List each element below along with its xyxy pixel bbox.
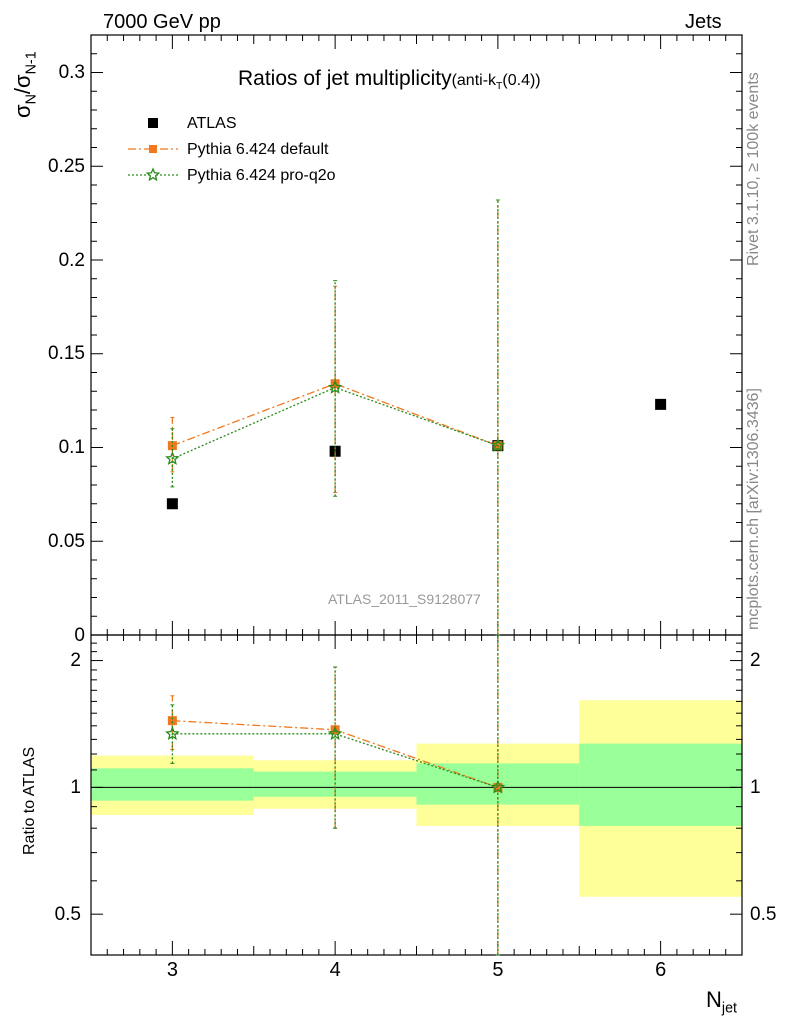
pythia-proq2o-ratio-point	[490, 779, 506, 794]
xlabel-main: N	[706, 987, 722, 1012]
xlabel-sub: jet	[721, 1000, 737, 1017]
pythia-proq2o-main-point	[490, 437, 506, 452]
title-suffix-sub: T	[496, 81, 503, 93]
header-right: Jets	[685, 11, 722, 33]
uncertainty-band-inner-0	[91, 768, 254, 801]
main-ytick-label: 0.2	[58, 249, 85, 271]
title-suffix-b: (0.4))	[502, 72, 541, 89]
main-y-axis-label: σN/σN-1	[10, 51, 40, 118]
title-suffix-a: (anti-k	[451, 72, 497, 89]
legend-marker-default	[149, 145, 157, 153]
rivet-version-text: Rivet 3.1.10, ≥ 100k events	[745, 72, 762, 266]
legend-marker-atlas	[148, 118, 158, 128]
main-ytick-label: 0.25	[48, 155, 85, 177]
x-axis-label: Njet	[706, 989, 737, 1016]
uncertainty-band-inner-3	[579, 743, 742, 826]
legend-label-atlas: ATLAS	[187, 115, 237, 132]
pythia-default-ratio-point	[493, 782, 503, 792]
ratio-ytick-label-left: 2	[70, 650, 81, 672]
pythia-proq2o-main-point	[165, 451, 180, 466]
x-tick-label: 4	[329, 959, 341, 981]
pythia-default-ratio-point	[330, 725, 340, 735]
ratio-bands	[91, 700, 742, 897]
legend-marker-proq2o	[145, 167, 161, 182]
ylabel-sigma1: σ	[10, 104, 35, 118]
pythia-default-ratio-point	[167, 716, 177, 726]
atlas-data-point	[166, 498, 178, 510]
main-ytick-label: 0.1	[58, 437, 85, 458]
ylabel-sub1: N	[23, 94, 40, 105]
main-ytick-label: 0	[74, 624, 85, 646]
mcplots-reference-text: mcplots.cern.ch [arXiv:1306.3436]	[745, 388, 762, 630]
x-tick-label: 6	[655, 959, 667, 981]
main-ytick-label: 0.05	[48, 530, 85, 552]
main-ytick-label: 0.3	[58, 62, 85, 83]
pythia-proq2o-ratio-point	[327, 726, 343, 741]
chart-title: Ratios of jet multiplicity(anti-kT(0.4))	[238, 68, 541, 93]
pythia-proq2o-main-point	[327, 379, 343, 394]
ratio-ytick-label-left: 0.5	[54, 903, 81, 925]
legend-label-proq2o: Pythia 6.424 pro-q2o	[187, 167, 336, 184]
ratio-ytick-label-right: 1	[750, 776, 761, 798]
header-left: 7000 GeV pp	[103, 11, 221, 33]
ratio-y-axis-label: Ratio to ATLAS	[21, 746, 38, 855]
ratio-plot-frame	[90, 634, 743, 956]
ylabel-sub2: N-1	[23, 51, 40, 75]
chart-title-main: Ratios of jet multiplicity	[238, 67, 452, 90]
atlas-data-point	[655, 398, 667, 410]
legend	[128, 118, 178, 182]
pythia-default-main-line	[172, 383, 499, 447]
pythia-proq2o-ratio-line	[172, 733, 499, 788]
analysis-label: ATLAS_2011_S9128077	[328, 591, 481, 607]
pythia-proq2o-ratio-point	[165, 726, 180, 741]
legend-label-default: Pythia 6.424 default	[187, 141, 329, 158]
chart-title-suffix: (anti-kT(0.4))	[451, 72, 541, 93]
x-tick-label: 5	[492, 959, 504, 981]
x-tick-label: 3	[166, 959, 178, 981]
main-ytick-label: 0.15	[48, 343, 85, 365]
ylabel-mid: /σ	[10, 74, 35, 95]
ratio-ytick-label-right: 0.5	[750, 903, 777, 925]
ratio-ytick-label-left: 1	[70, 776, 81, 798]
ratio-ytick-label-right: 2	[750, 650, 761, 672]
series-layer	[165, 199, 667, 956]
